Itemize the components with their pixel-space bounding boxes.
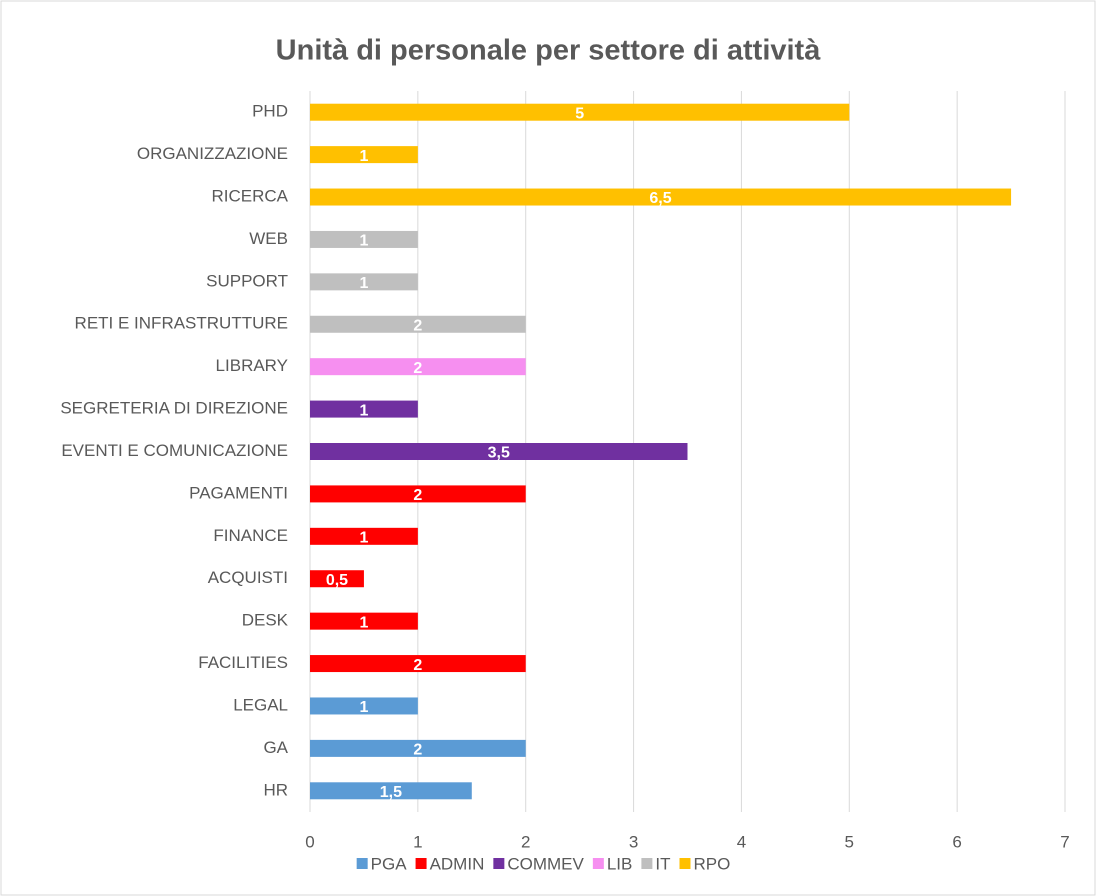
legend-swatch [415,858,427,869]
y-tick-label: ORGANIZZAZIONE [137,144,288,163]
legend-swatch [356,858,368,869]
legend-swatch [679,858,691,869]
y-tick-label: PAGAMENTI [189,483,288,502]
bar [310,655,526,673]
y-tick-label: FACILITIES [198,653,288,672]
y-tick-label: LIBRARY [216,356,288,375]
data-label: 2 [413,360,422,377]
y-tick-label: ACQUISTI [208,568,288,587]
y-tick-label: DESK [242,611,289,630]
data-label: 6,5 [649,190,671,207]
bar [310,485,526,503]
y-tick-label: LEGAL [233,695,288,714]
legend-label: COMMEV [507,854,584,873]
x-tick-label: 1 [413,832,422,851]
bar [310,188,1012,206]
data-label: 1,5 [380,784,402,801]
bar [310,146,418,164]
bar [310,697,418,715]
data-label: 1 [359,614,368,631]
y-tick-label: RICERCA [211,187,288,206]
data-label: 2 [413,487,422,504]
y-tick-label: RETI E INFRASTRUTTURE [75,314,288,333]
y-tick-label: FINANCE [213,526,288,545]
y-tick-label: SUPPORT [206,271,288,290]
x-tick-label: 2 [521,832,530,851]
data-label: 1 [359,402,368,419]
bar [310,443,688,460]
y-tick-label: PHD [252,102,288,121]
data-label: 1 [359,275,368,292]
y-tick-label: GA [263,738,288,757]
data-label: 2 [413,317,422,334]
bar [310,782,472,800]
bar [310,230,418,248]
bar [310,739,526,757]
x-tick-label: 7 [1060,832,1069,851]
legend-label: PGA [371,854,408,873]
y-tick-label: SEGRETERIA DI DIREZIONE [60,399,288,418]
bar [310,570,364,588]
data-label: 1 [359,233,368,250]
bar [310,273,418,291]
legend-label: LIB [607,854,633,873]
data-label: 5 [575,105,584,122]
legend-swatch [493,858,505,869]
bar [310,315,526,333]
y-tick-label: WEB [249,229,288,248]
data-label: 3,5 [488,445,510,462]
data-label: 2 [413,742,422,759]
bar [310,358,526,376]
x-tick-label: 4 [737,832,746,851]
data-label: 1 [359,699,368,716]
legend-label: IT [655,854,670,873]
x-tick-label: 5 [845,832,854,851]
x-tick-label: 6 [952,832,961,851]
bar [310,103,850,121]
legend-swatch [641,858,653,869]
x-tick-label: 3 [629,832,638,851]
legend-label: ADMIN [430,854,485,873]
y-tick-label: EVENTI E COMUNICAZIONE [61,441,288,460]
legend-swatch [592,858,604,869]
chart-title: Unità di personale per settore di attivi… [276,35,822,67]
x-tick-label: 0 [305,832,314,851]
data-label: 2 [413,657,422,674]
bar [310,527,418,545]
data-label: 0,5 [326,572,348,589]
data-label: 1 [359,530,368,547]
bar [310,612,418,630]
bar [310,400,418,418]
legend-label: RPO [693,854,730,873]
data-label: 1 [359,148,368,165]
y-tick-label: HR [263,780,288,799]
